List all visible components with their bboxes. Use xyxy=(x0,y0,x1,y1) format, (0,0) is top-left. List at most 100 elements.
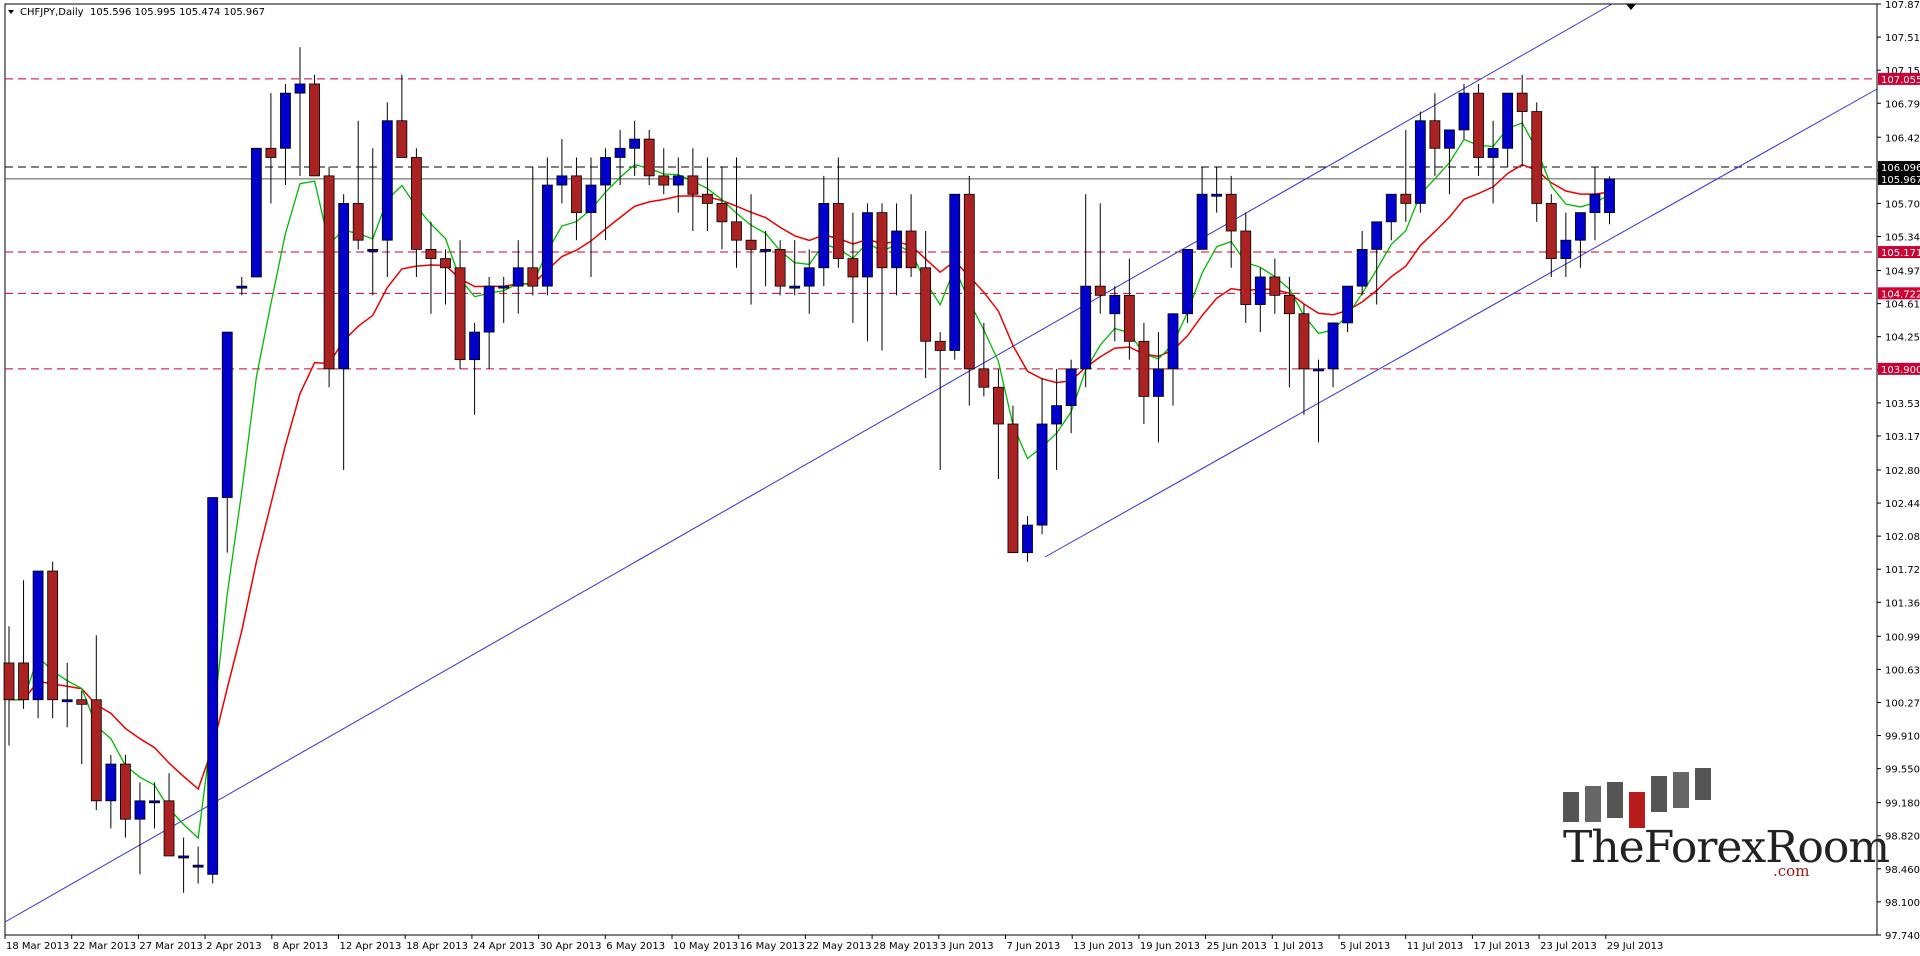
candle xyxy=(774,240,786,296)
candle-body xyxy=(862,212,873,278)
candle-body xyxy=(832,203,844,259)
lower-trend-line[interactable] xyxy=(1044,88,1878,558)
candle-body xyxy=(1473,92,1484,158)
candle-body xyxy=(1211,193,1223,197)
candle xyxy=(1167,313,1179,406)
candle xyxy=(1123,258,1135,360)
candle-body xyxy=(410,157,422,250)
x-tick-label: 24 Apr 2013 xyxy=(473,941,535,952)
chart-title: CHFJPY,Daily 105.596 105.995 105.474 105… xyxy=(8,7,265,18)
candle xyxy=(32,570,44,719)
candle-body xyxy=(774,248,786,287)
candle xyxy=(1516,74,1528,167)
candle xyxy=(1051,368,1062,470)
y-tick-label: 100.990 xyxy=(1885,632,1920,643)
price-tag-bg xyxy=(1878,362,1920,375)
candle xyxy=(250,147,262,278)
candle xyxy=(454,240,466,369)
collapse-triangle-icon[interactable] xyxy=(8,10,14,14)
candle xyxy=(556,139,568,204)
x-tick-label: 13 Jun 2013 xyxy=(1073,941,1133,952)
candle-body xyxy=(1604,178,1615,214)
candle xyxy=(1007,405,1019,554)
watermark-logo: TheForexRoom .com xyxy=(1563,768,1890,880)
candle-body xyxy=(1109,294,1121,315)
candle xyxy=(469,322,481,415)
candle-body xyxy=(1560,239,1572,259)
candle-body xyxy=(1342,285,1353,324)
logo-bar-4 xyxy=(1629,792,1645,828)
candle-body xyxy=(381,120,393,241)
candle-body xyxy=(1225,193,1237,232)
candle-body xyxy=(920,267,932,342)
x-tick-label: 23 Jul 2013 xyxy=(1540,941,1597,952)
candle xyxy=(1502,92,1514,167)
symbol-label: CHFJPY,Daily xyxy=(20,7,84,18)
candle-body xyxy=(90,699,102,802)
y-tick-label: 99.550 xyxy=(1885,765,1920,776)
candle-body xyxy=(1545,203,1557,259)
candle xyxy=(585,157,597,277)
candle xyxy=(47,561,59,719)
logo-bar-3 xyxy=(1607,782,1623,818)
candle xyxy=(440,249,451,305)
candle-body xyxy=(120,763,131,820)
x-tick-label: 2 Apr 2013 xyxy=(206,941,261,952)
candle xyxy=(1414,111,1426,213)
candle-body xyxy=(687,175,699,195)
candle-body xyxy=(265,147,277,158)
candle-body xyxy=(629,138,641,149)
logo-domain: .com xyxy=(1773,862,1809,880)
candle-body xyxy=(1400,193,1412,204)
candle-body xyxy=(47,570,59,701)
candle xyxy=(571,157,582,241)
y-tick-label: 102.440 xyxy=(1885,499,1920,510)
candle xyxy=(323,166,335,388)
candle-body xyxy=(1575,212,1586,241)
candle xyxy=(702,157,713,232)
ohlc-values: 105.596 105.995 105.474 105.967 xyxy=(90,7,265,18)
candle xyxy=(1400,129,1412,222)
candle-body xyxy=(280,92,291,149)
y-tick-label: 103.530 xyxy=(1885,399,1920,410)
candle-body xyxy=(1298,313,1310,370)
price-tag-label: 106.096 xyxy=(1881,163,1920,174)
candle-body xyxy=(105,763,117,802)
candle xyxy=(1458,83,1470,140)
current-price-tag-label: 105.967 xyxy=(1881,175,1920,186)
candle-body xyxy=(294,83,306,94)
candle-body xyxy=(76,699,88,705)
candle xyxy=(1429,93,1441,176)
trend-lines[interactable] xyxy=(4,3,1878,923)
candle-body xyxy=(338,203,350,370)
candle xyxy=(687,148,699,232)
price-tag: 105.171 xyxy=(1878,246,1920,259)
candle xyxy=(658,148,670,195)
candle xyxy=(1473,83,1484,176)
candle-body xyxy=(440,258,451,269)
candle xyxy=(1487,120,1499,204)
candle xyxy=(236,276,248,296)
upper-trend-line[interactable] xyxy=(4,3,1613,923)
candle-body xyxy=(789,285,801,289)
x-tick-label: 25 Jun 2013 xyxy=(1207,941,1267,952)
candlesticks xyxy=(3,47,1615,893)
price-tag-bg xyxy=(1878,287,1920,300)
candle-body xyxy=(993,386,1004,425)
candle-body xyxy=(614,147,626,158)
candle-body xyxy=(658,175,670,186)
logo-bar-7 xyxy=(1695,768,1711,800)
candle-body xyxy=(3,662,15,701)
price-tag: 107.055 xyxy=(1878,72,1920,86)
candle-body xyxy=(1429,120,1441,149)
candle-body xyxy=(600,157,611,186)
x-tick-label: 30 Apr 2013 xyxy=(540,941,602,952)
candle-body xyxy=(556,175,568,186)
candle-body xyxy=(803,267,815,287)
candle-body xyxy=(847,258,859,278)
candle-body xyxy=(1385,193,1397,223)
shift-marker-icon[interactable] xyxy=(1626,4,1636,10)
candle xyxy=(731,157,742,268)
x-tick-label: 28 May 2013 xyxy=(873,941,938,952)
